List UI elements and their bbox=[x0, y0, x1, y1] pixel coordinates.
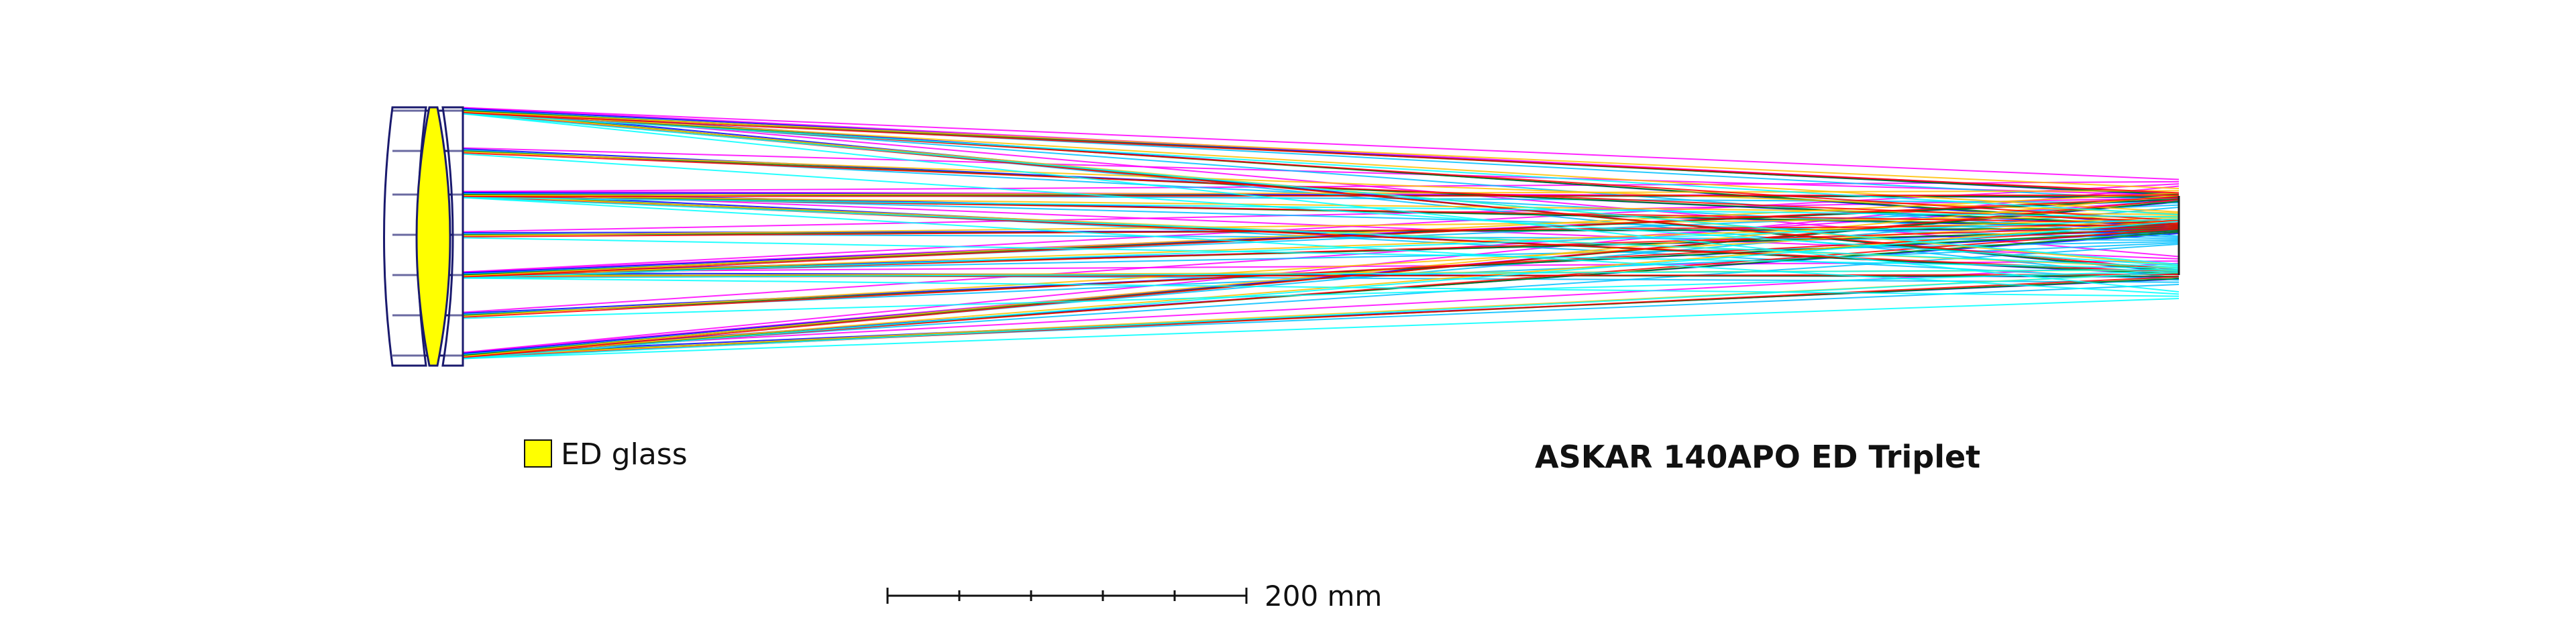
lens-group bbox=[383, 106, 464, 367]
ray-line bbox=[462, 277, 2180, 297]
ray-line bbox=[462, 153, 2180, 266]
ray-line bbox=[462, 269, 2180, 279]
ray-line bbox=[462, 199, 2180, 358]
ray-line bbox=[462, 107, 2180, 180]
ray-fan bbox=[392, 107, 2180, 360]
diagram-title: ASKAR 140APO ED Triplet bbox=[1535, 439, 1980, 475]
ray-line bbox=[462, 270, 2180, 319]
rear-lens-element bbox=[441, 106, 464, 367]
scale-bar bbox=[886, 588, 1248, 604]
ray-line bbox=[462, 147, 2180, 196]
ray-line bbox=[462, 197, 2180, 278]
ray-line bbox=[462, 113, 2180, 215]
ray-line bbox=[462, 298, 2180, 360]
scale-bar-label: 200 mm bbox=[1265, 580, 1382, 612]
ray-line bbox=[462, 218, 2180, 279]
ray-line bbox=[462, 237, 2180, 269]
ray-line bbox=[462, 113, 2180, 292]
ed-glass-legend-label: ED glass bbox=[561, 437, 688, 472]
ray-line bbox=[462, 183, 2180, 273]
ray-line bbox=[462, 197, 2180, 268]
ed-glass-legend-swatch bbox=[524, 439, 552, 468]
ray-line bbox=[462, 197, 2180, 218]
ray-line bbox=[462, 111, 2180, 189]
ray-line bbox=[462, 227, 2180, 318]
ray-line bbox=[462, 190, 2180, 197]
ray-line bbox=[462, 112, 2180, 194]
ray-line bbox=[462, 194, 2180, 197]
ray-line bbox=[462, 224, 2180, 237]
ed-glass-lens-element bbox=[415, 106, 451, 367]
ray-line bbox=[462, 221, 2180, 360]
ray-line bbox=[462, 113, 2180, 265]
ray-line bbox=[462, 197, 2180, 295]
ray-line bbox=[462, 180, 2180, 193]
ray-line bbox=[462, 195, 2180, 215]
ray-line bbox=[462, 272, 2180, 360]
